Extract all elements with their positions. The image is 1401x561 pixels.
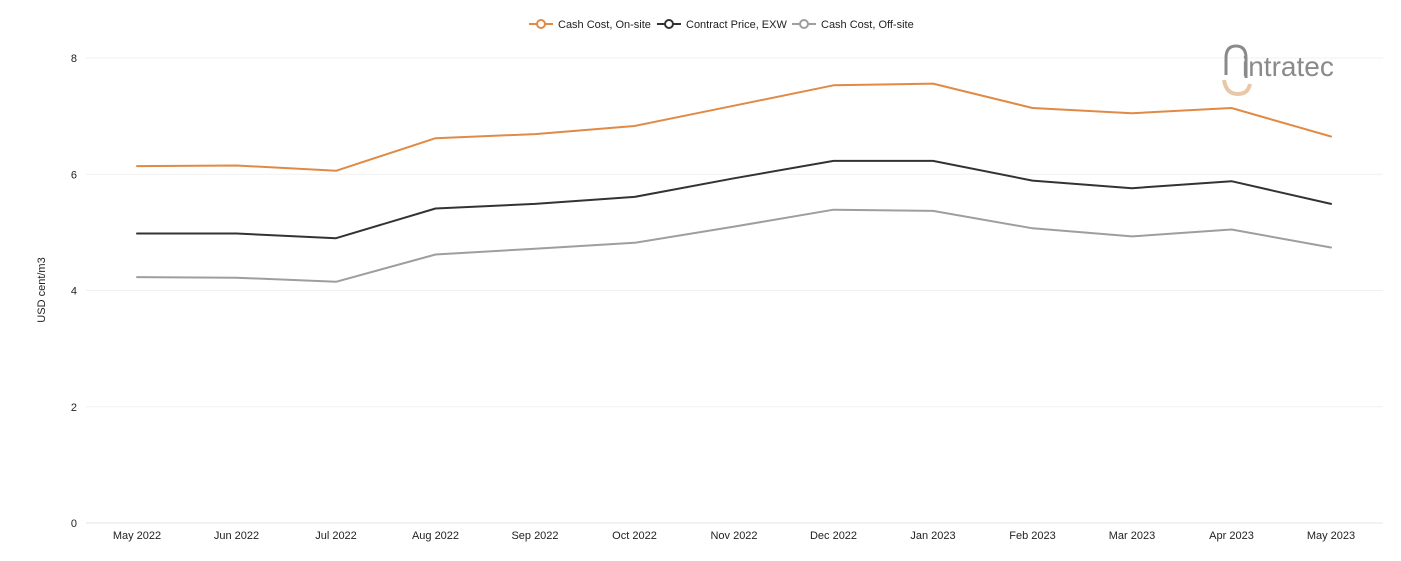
data-point[interactable] [231,272,243,284]
data-point[interactable] [1126,230,1138,242]
data-point[interactable] [430,132,442,144]
data-point[interactable] [1126,182,1138,194]
logo-text: intratec [1242,51,1334,82]
series-layer [131,78,1337,288]
y-tick-label: 2 [71,402,77,414]
data-point[interactable] [1126,107,1138,119]
legend-label: Cash Cost, On-site [558,19,651,31]
x-tick-label: Sep 2022 [511,530,558,542]
data-point[interactable] [430,248,442,260]
x-axis-ticks: May 2022 Jun 2022 Jul 2022 Aug 2022 Sep 2022… [113,530,1355,542]
logo-arc-icon [1224,44,1248,78]
x-tick-label: May 2022 [113,530,161,542]
x-tick-label: Jun 2022 [214,530,259,542]
x-tick-label: May 2023 [1307,530,1355,542]
logo-swoosh-icon [1222,79,1252,97]
data-point[interactable] [330,276,342,288]
data-point[interactable] [1325,130,1337,142]
legend-marker-icon [799,19,809,29]
y-tick-label: 6 [71,169,77,181]
data-point[interactable] [330,165,342,177]
legend-label: Cash Cost, Off-site [821,19,914,31]
data-point[interactable] [728,172,740,184]
legend-item[interactable]: Contract Price, EXW [657,19,787,31]
data-point[interactable] [1027,102,1039,114]
x-tick-label: Jul 2022 [315,530,357,542]
x-tick-label: Jan 2023 [910,530,955,542]
data-point[interactable] [1226,102,1238,114]
data-point[interactable] [828,79,840,91]
data-point[interactable] [927,205,939,217]
series-line-2[interactable] [136,208,1332,283]
legend-marker-icon [664,19,674,29]
legend-marker-icon [536,19,546,29]
y-tick-label: 4 [71,286,77,298]
data-point[interactable] [728,100,740,112]
series-line-0[interactable] [136,82,1332,172]
data-point[interactable] [1027,222,1039,234]
series-line-1[interactable] [136,159,1332,240]
data-point[interactable] [231,228,243,240]
data-point[interactable] [629,237,641,249]
data-point[interactable] [1027,175,1039,187]
legend[interactable]: Cash Cost, On-site Contract Price, EXW Cas… [529,19,914,31]
data-point[interactable] [330,232,342,244]
data-point[interactable] [629,120,641,132]
data-point[interactable] [131,160,143,172]
legend-label: Contract Price, EXW [686,19,787,31]
y-tick-label: 8 [71,53,77,65]
x-tick-label: Feb 2023 [1009,530,1055,542]
legend-item[interactable]: Cash Cost, Off-site [792,19,914,31]
x-tick-label: Nov 2022 [710,530,757,542]
data-point[interactable] [131,228,143,240]
x-tick-label: Apr 2023 [1209,530,1254,542]
data-point[interactable] [529,198,541,210]
data-point[interactable] [629,191,641,203]
intratec-logo: intratec [1222,44,1334,97]
gridlines [86,57,1383,524]
data-point[interactable] [131,271,143,283]
y-tick-label: 0 [71,518,77,530]
x-tick-label: Mar 2023 [1109,530,1155,542]
data-point[interactable] [1226,175,1238,187]
data-point[interactable] [1325,198,1337,210]
data-point[interactable] [828,204,840,216]
x-tick-label: Aug 2022 [412,530,459,542]
y-axis-ticks: 0 2 4 6 8 [71,53,77,530]
legend-item[interactable]: Cash Cost, On-site [529,19,651,31]
x-tick-label: Oct 2022 [612,530,657,542]
data-point[interactable] [927,78,939,90]
data-point[interactable] [828,155,840,167]
data-point[interactable] [927,155,939,167]
x-tick-label: Dec 2022 [810,530,857,542]
data-point[interactable] [430,203,442,215]
y-axis-title: USD cent/m3 [36,257,48,322]
data-point[interactable] [728,221,740,233]
data-point[interactable] [231,160,243,172]
data-point[interactable] [529,243,541,255]
data-point[interactable] [1226,223,1238,235]
data-point[interactable] [1325,241,1337,253]
data-point[interactable] [529,128,541,140]
